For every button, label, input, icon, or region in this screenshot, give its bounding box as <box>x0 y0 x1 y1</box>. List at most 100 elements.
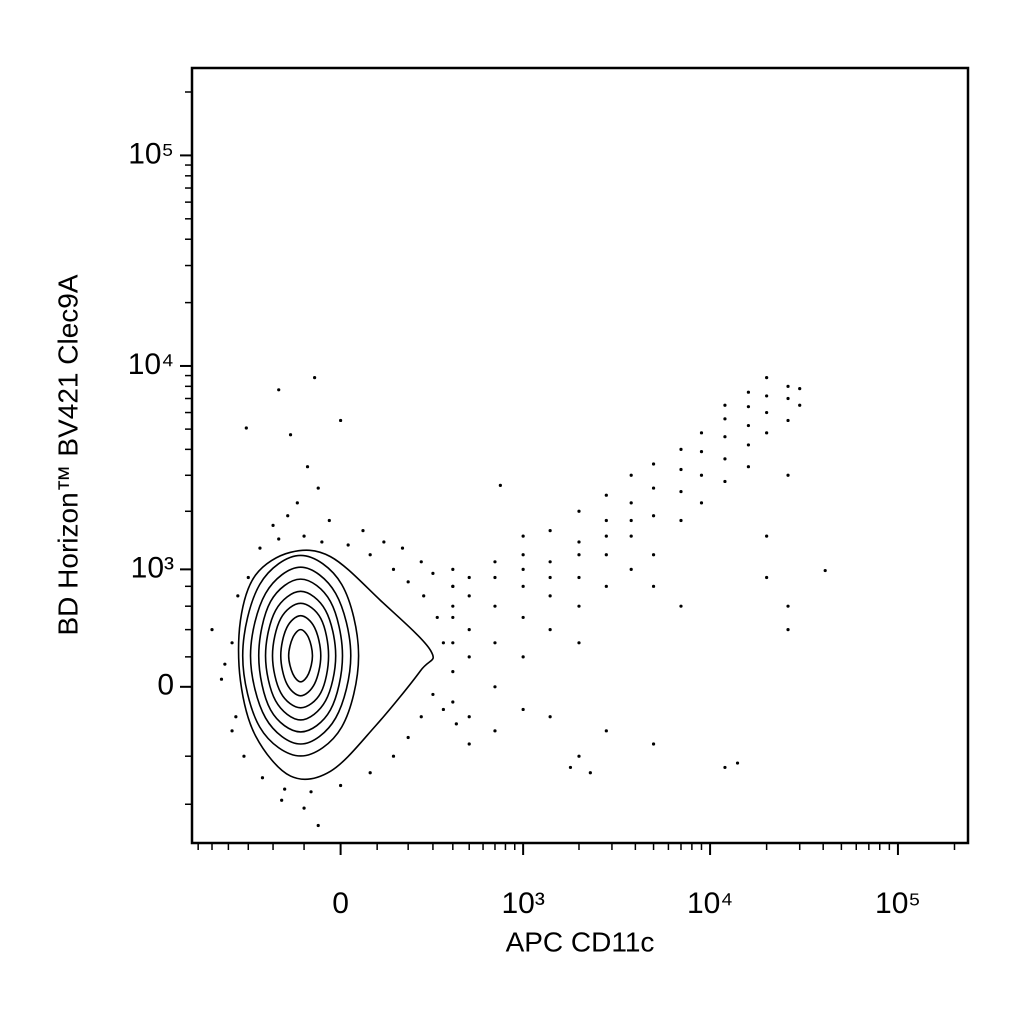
event-dot <box>223 662 227 666</box>
event-dot <box>651 514 656 518</box>
event-dot <box>454 722 458 726</box>
event-dot <box>219 677 224 681</box>
x-axis-title: APC CD11c <box>506 926 655 957</box>
event-dot <box>786 628 790 632</box>
event-dot <box>679 604 683 608</box>
event-dot <box>280 798 284 802</box>
event-dot <box>577 509 581 513</box>
x-tick-label: 10⁵ <box>875 887 921 920</box>
event-dot <box>302 806 306 810</box>
event-dot <box>234 715 238 719</box>
event-dot <box>361 529 365 533</box>
event-dot <box>679 518 683 523</box>
event-dot <box>765 534 769 538</box>
event-dot <box>406 735 410 740</box>
event-dot <box>467 575 471 580</box>
event-dot <box>327 518 331 523</box>
y-tick-label: 0 <box>157 669 174 702</box>
event-dot <box>746 390 751 394</box>
event-dot <box>271 523 275 528</box>
event-dot <box>723 417 727 421</box>
event-dot <box>521 567 525 571</box>
event-dot <box>210 628 214 632</box>
event-dot <box>288 433 293 437</box>
event-dot <box>451 700 455 704</box>
y-axis-title: BD Horizon™ BV421 Clec9A <box>52 274 83 635</box>
contour <box>279 614 322 697</box>
event-dot <box>548 529 552 533</box>
event-dot <box>368 771 372 775</box>
event-dot <box>699 501 704 505</box>
event-dot <box>786 396 790 401</box>
event-dot <box>295 501 299 505</box>
event-dot <box>548 594 552 598</box>
y-tick-label: 10⁵ <box>128 137 174 170</box>
event-dot <box>823 568 827 573</box>
event-dot <box>786 473 790 477</box>
event-dot <box>699 473 704 477</box>
contour <box>257 578 344 733</box>
event-dot <box>246 575 250 580</box>
event-dot <box>765 410 769 415</box>
event-dot <box>723 457 727 461</box>
event-dot <box>521 584 525 588</box>
event-dot <box>723 479 727 484</box>
event-dot <box>651 486 656 490</box>
event-dot <box>316 486 320 490</box>
event-dot <box>441 641 445 645</box>
event-dot <box>260 776 265 780</box>
event-dot <box>629 567 633 571</box>
event-dot <box>467 628 471 632</box>
event-dot <box>339 783 343 788</box>
event-dot <box>435 615 439 620</box>
event-dot <box>244 426 248 430</box>
x-tick-label: 0 <box>332 887 349 920</box>
event-dot <box>577 754 581 758</box>
event-dot <box>320 540 324 544</box>
event-dot <box>798 387 802 391</box>
event-dot <box>467 594 471 598</box>
event-dot <box>765 394 769 398</box>
event-dot <box>604 729 608 733</box>
event-dot <box>798 403 802 407</box>
event-dot <box>467 742 471 746</box>
y-tick-label: 10⁴ <box>128 348 174 381</box>
x-tick-label: 10⁴ <box>687 887 733 920</box>
event-dot <box>765 575 769 580</box>
event-dot <box>451 567 455 571</box>
event-dot <box>765 431 769 435</box>
event-dot <box>493 604 497 608</box>
event-dot <box>368 553 372 557</box>
event-dot <box>577 553 581 557</box>
event-dot <box>493 575 497 580</box>
event-dot <box>723 765 727 770</box>
event-dot <box>521 534 525 538</box>
event-dot <box>493 685 497 689</box>
event-dot <box>629 534 633 538</box>
y-tick-label: 10³ <box>131 551 174 584</box>
event-dot <box>604 493 608 497</box>
event-dot <box>419 560 423 564</box>
event-dot <box>419 715 423 719</box>
contour <box>237 549 434 781</box>
event-dot <box>493 560 497 564</box>
event-dot <box>604 518 608 523</box>
event-dot <box>431 692 435 697</box>
event-dot <box>746 405 751 409</box>
event-dot <box>431 571 435 575</box>
event-dot <box>746 443 751 447</box>
event-dot <box>723 435 727 439</box>
contour <box>241 554 360 757</box>
event-dot <box>305 465 310 469</box>
event-dot <box>258 546 262 550</box>
event-dot <box>422 594 426 598</box>
x-tick-label: 10³ <box>501 887 544 920</box>
event-dot <box>723 403 727 407</box>
event-dot <box>391 754 396 758</box>
event-dot <box>467 715 471 719</box>
event-dot <box>313 376 317 380</box>
event-dot <box>521 707 525 712</box>
event-dot <box>302 534 306 538</box>
event-dot <box>521 553 525 557</box>
